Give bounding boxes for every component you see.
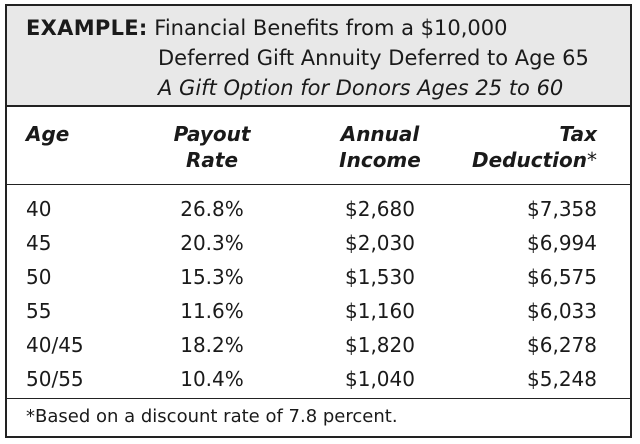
table-header: EXAMPLE: Financial Benefits from a $10,0… <box>7 6 630 107</box>
cell-tax-deduction: $6,575 <box>527 265 597 289</box>
column-header-rate-line-2: Rate <box>185 148 239 172</box>
table-footer: *Based on a discount rate of 7.8 percent… <box>7 398 630 437</box>
title-text-1: Financial Benefits from a $10,000 <box>154 16 508 40</box>
column-header-tax-line-2: Deduction* <box>437 147 597 173</box>
table-body: 40 26.8% $2,680 $7,358 45 20.3% $2,030 $6,994 50… <box>7 194 630 398</box>
cell-tax-deduction: $6,994 <box>527 231 597 255</box>
cell-age: 50/55 <box>26 367 84 391</box>
cell-annual-income: $1,040 <box>345 367 415 391</box>
column-header-income-line-2: Income <box>339 148 421 172</box>
cell-payout-rate: 20.3% <box>180 231 244 255</box>
subtitle: A Gift Option for Donors Ages 25 to 60 <box>158 76 564 100</box>
column-header-tax-deduction: Tax Deduction* <box>437 121 597 173</box>
column-headers: Age Payout Rate Annual Income Tax Deduct… <box>7 107 630 185</box>
cell-tax-deduction: $7,358 <box>527 197 597 221</box>
cell-payout-rate: 18.2% <box>180 333 244 357</box>
cell-annual-income: $1,820 <box>345 333 415 357</box>
title-line-2: Deferred Gift Annuity Deferred to Age 65 <box>158 46 589 70</box>
column-header-tax-line-1: Tax <box>559 122 597 146</box>
example-label: EXAMPLE: <box>26 16 148 40</box>
title-line-1: EXAMPLE: Financial Benefits from a $10,0… <box>26 15 508 41</box>
annuity-table-card: EXAMPLE: Financial Benefits from a $10,0… <box>5 4 632 438</box>
cell-annual-income: $2,680 <box>345 197 415 221</box>
footnote-marker: * <box>587 148 597 172</box>
cell-age: 40 <box>26 197 52 221</box>
column-header-age-label: Age <box>26 122 70 146</box>
deduction-label: Deduction <box>472 148 587 172</box>
table-row: 50/55 10.4% $1,040 $5,248 <box>7 364 630 398</box>
cell-payout-rate: 15.3% <box>180 265 244 289</box>
cell-tax-deduction: $6,033 <box>527 299 597 323</box>
cell-age: 45 <box>26 231 52 255</box>
cell-tax-deduction: $6,278 <box>527 333 597 357</box>
cell-annual-income: $1,530 <box>345 265 415 289</box>
cell-annual-income: $1,160 <box>345 299 415 323</box>
column-header-payout-rate: Payout Rate <box>137 121 287 173</box>
cell-annual-income: $2,030 <box>345 231 415 255</box>
cell-payout-rate: 10.4% <box>180 367 244 391</box>
cell-age: 50 <box>26 265 52 289</box>
table-row: 40/45 18.2% $1,820 $6,278 <box>7 330 630 364</box>
cell-payout-rate: 26.8% <box>180 197 244 221</box>
table-row: 45 20.3% $2,030 $6,994 <box>7 228 630 262</box>
footnote: *Based on a discount rate of 7.8 percent… <box>26 406 398 427</box>
table-row: 50 15.3% $1,530 $6,575 <box>7 262 630 296</box>
cell-payout-rate: 11.6% <box>180 299 244 323</box>
cell-age: 40/45 <box>26 333 84 357</box>
column-header-rate-line-1: Payout <box>173 122 251 146</box>
cell-tax-deduction: $5,248 <box>527 367 597 391</box>
table-row: 40 26.8% $2,680 $7,358 <box>7 194 630 228</box>
table-row: 55 11.6% $1,160 $6,033 <box>7 296 630 330</box>
column-header-annual-income: Annual Income <box>305 121 455 173</box>
column-header-income-line-1: Annual <box>340 122 420 146</box>
column-header-age: Age <box>26 121 69 147</box>
cell-age: 55 <box>26 299 52 323</box>
